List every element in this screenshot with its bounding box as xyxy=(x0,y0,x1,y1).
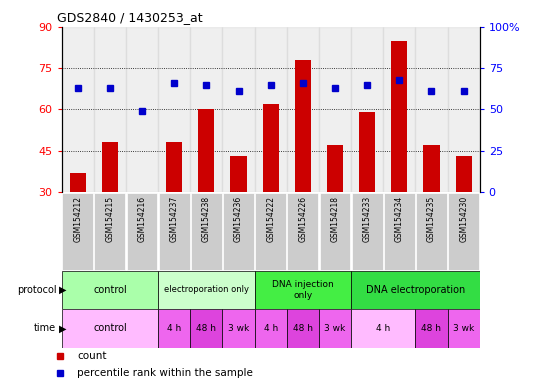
FancyBboxPatch shape xyxy=(287,193,318,270)
FancyBboxPatch shape xyxy=(319,193,351,270)
Bar xyxy=(287,27,319,192)
Text: 4 h: 4 h xyxy=(167,324,181,333)
Text: control: control xyxy=(93,285,126,295)
FancyBboxPatch shape xyxy=(94,193,125,270)
Text: 48 h: 48 h xyxy=(421,324,442,333)
Text: 3 wk: 3 wk xyxy=(228,324,249,333)
Bar xyxy=(166,142,182,192)
FancyBboxPatch shape xyxy=(191,193,222,270)
Bar xyxy=(383,27,415,192)
Text: GDS2840 / 1430253_at: GDS2840 / 1430253_at xyxy=(57,11,203,24)
Text: count: count xyxy=(77,351,107,361)
Text: 4 h: 4 h xyxy=(264,324,278,333)
Text: GSM154234: GSM154234 xyxy=(395,196,404,242)
FancyBboxPatch shape xyxy=(159,193,190,270)
Text: 4 h: 4 h xyxy=(376,324,390,333)
Text: GSM154218: GSM154218 xyxy=(331,196,339,242)
Bar xyxy=(222,27,255,192)
Bar xyxy=(415,27,448,192)
Bar xyxy=(351,27,383,192)
Bar xyxy=(359,112,375,192)
Bar xyxy=(102,142,118,192)
Text: GSM154226: GSM154226 xyxy=(299,196,307,242)
Text: electroporation only: electroporation only xyxy=(164,285,249,295)
Text: protocol: protocol xyxy=(17,285,56,295)
Text: GSM154212: GSM154212 xyxy=(73,196,82,242)
FancyBboxPatch shape xyxy=(158,271,255,309)
Text: GSM154235: GSM154235 xyxy=(427,196,436,242)
Bar xyxy=(448,27,480,192)
Bar xyxy=(230,156,247,192)
FancyBboxPatch shape xyxy=(351,309,415,348)
Text: GSM154230: GSM154230 xyxy=(459,196,468,242)
Bar xyxy=(158,27,190,192)
Bar xyxy=(327,145,343,192)
Bar xyxy=(190,27,222,192)
Bar xyxy=(62,27,94,192)
Bar xyxy=(319,27,351,192)
Text: GSM154215: GSM154215 xyxy=(106,196,114,242)
FancyBboxPatch shape xyxy=(415,309,448,348)
Text: GSM154222: GSM154222 xyxy=(266,196,275,242)
Text: DNA electroporation: DNA electroporation xyxy=(366,285,465,295)
Bar xyxy=(94,27,126,192)
Bar xyxy=(126,27,158,192)
Text: GSM154236: GSM154236 xyxy=(234,196,243,242)
Text: GSM154216: GSM154216 xyxy=(138,196,146,242)
Bar xyxy=(263,104,279,192)
Text: time: time xyxy=(34,323,56,333)
Text: 48 h: 48 h xyxy=(293,324,313,333)
FancyBboxPatch shape xyxy=(158,309,190,348)
Bar xyxy=(391,41,407,192)
FancyBboxPatch shape xyxy=(319,309,351,348)
Bar xyxy=(70,173,86,192)
Text: 48 h: 48 h xyxy=(196,324,217,333)
Text: 3 wk: 3 wk xyxy=(453,324,474,333)
Bar xyxy=(198,109,214,192)
FancyBboxPatch shape xyxy=(352,193,383,270)
Bar xyxy=(456,156,472,192)
FancyBboxPatch shape xyxy=(223,193,254,270)
FancyBboxPatch shape xyxy=(126,193,158,270)
FancyBboxPatch shape xyxy=(448,309,480,348)
FancyBboxPatch shape xyxy=(255,271,351,309)
Text: 3 wk: 3 wk xyxy=(324,324,346,333)
Text: percentile rank within the sample: percentile rank within the sample xyxy=(77,368,253,379)
FancyBboxPatch shape xyxy=(384,193,415,270)
Text: control: control xyxy=(93,323,126,333)
FancyBboxPatch shape xyxy=(448,193,479,270)
FancyBboxPatch shape xyxy=(255,309,287,348)
Bar xyxy=(295,60,311,192)
FancyBboxPatch shape xyxy=(62,271,158,309)
FancyBboxPatch shape xyxy=(62,309,158,348)
FancyBboxPatch shape xyxy=(416,193,447,270)
Text: DNA injection
only: DNA injection only xyxy=(272,280,334,300)
Bar xyxy=(255,27,287,192)
Text: GSM154237: GSM154237 xyxy=(170,196,178,242)
Bar xyxy=(423,145,440,192)
Text: GSM154238: GSM154238 xyxy=(202,196,211,242)
FancyBboxPatch shape xyxy=(287,309,319,348)
Text: GSM154233: GSM154233 xyxy=(363,196,371,242)
FancyBboxPatch shape xyxy=(190,309,222,348)
Text: ▶: ▶ xyxy=(59,285,66,295)
FancyBboxPatch shape xyxy=(222,309,255,348)
FancyBboxPatch shape xyxy=(351,271,480,309)
FancyBboxPatch shape xyxy=(255,193,286,270)
Text: ▶: ▶ xyxy=(59,323,66,333)
FancyBboxPatch shape xyxy=(62,193,93,270)
